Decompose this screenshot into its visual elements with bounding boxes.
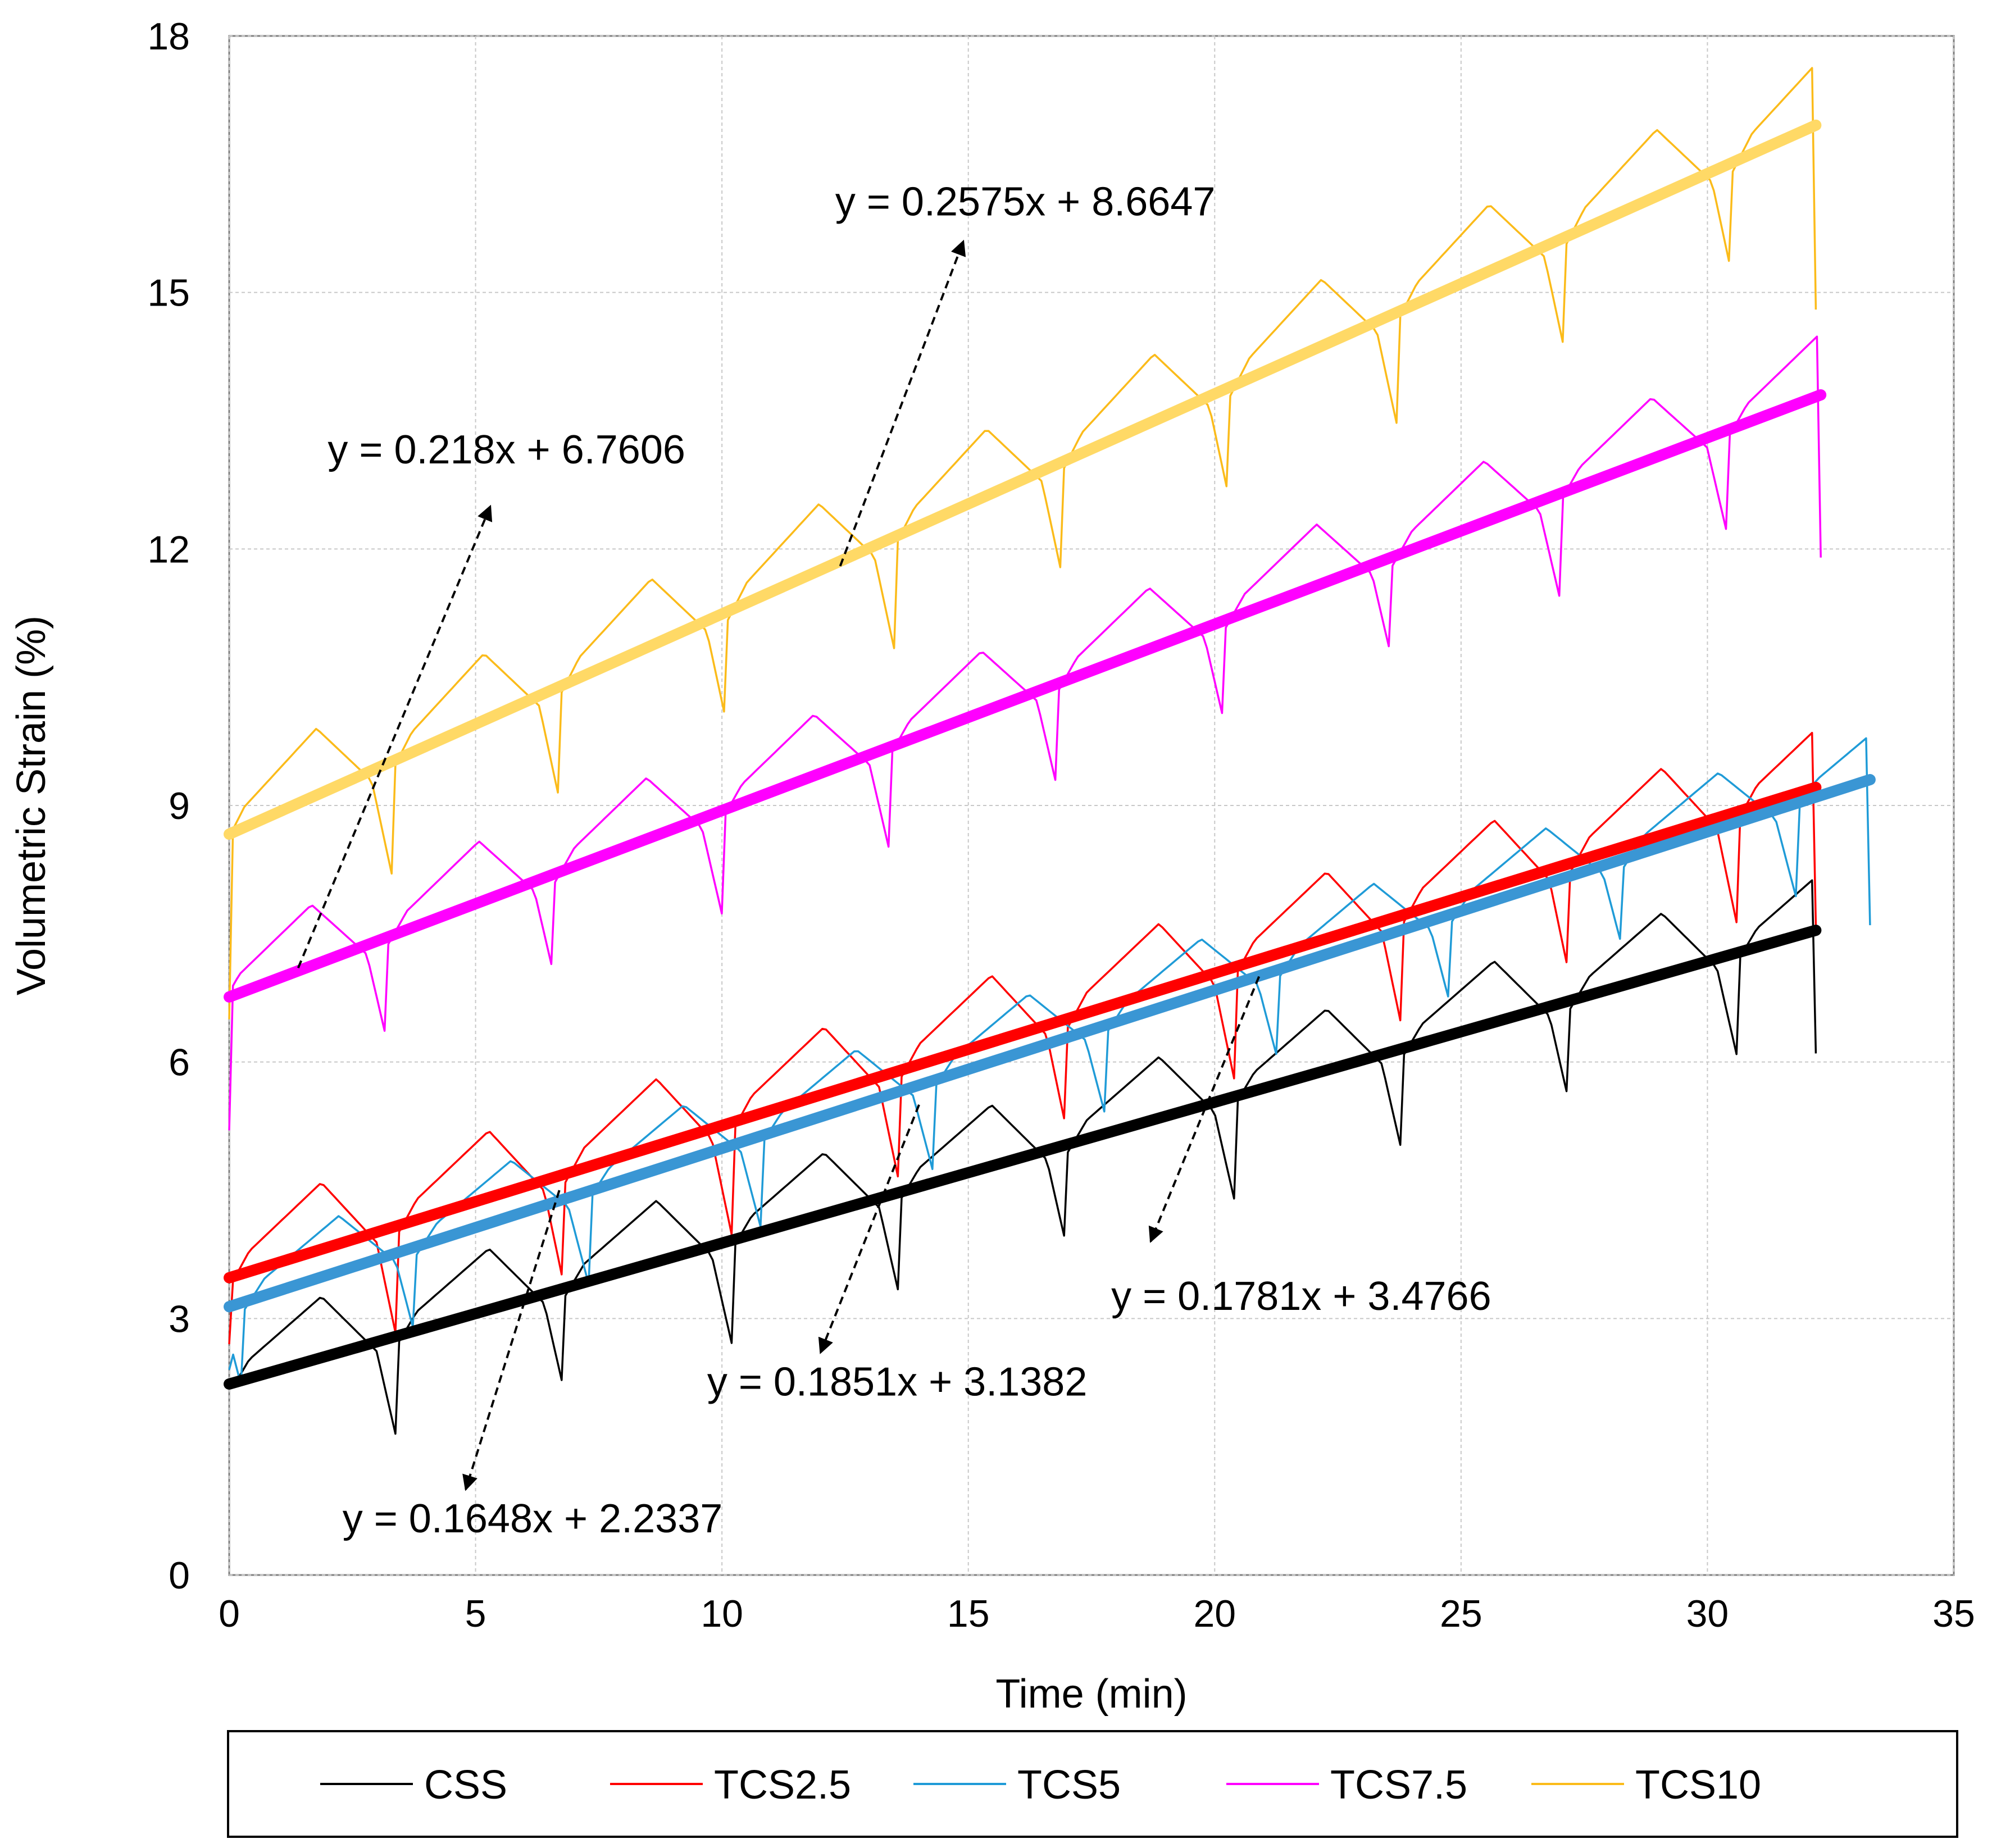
annotation-arrow-tcs10	[839, 239, 966, 567]
trend-lines	[224, 119, 1876, 1390]
y-tick-label-12: 12	[147, 528, 190, 571]
legend: CSS TCS2.5 TCS5 TCS7.5 TCS10	[227, 1730, 1958, 1838]
x-tick-label-0: 0	[219, 1592, 240, 1635]
legend-label-css: CSS	[424, 1763, 507, 1808]
x-tick-label-10: 10	[701, 1592, 743, 1635]
trendline-annotations: y = 0.218x + 6.7606 y = 0.2575x + 8.6647 y…	[297, 180, 1491, 1541]
legend-box	[227, 1730, 1958, 1838]
trendline-css	[224, 925, 1822, 1390]
annotation-label-tcs7-5: y = 0.218x + 6.7606	[328, 427, 685, 472]
x-tick-label-30: 30	[1686, 1592, 1729, 1635]
series-line-tcs2-5	[228, 731, 1817, 1345]
series-line-tcs10	[228, 67, 1817, 1019]
y-tick-label-6: 6	[169, 1041, 190, 1084]
x-tick-label-5: 5	[465, 1592, 486, 1635]
x-axis-title: Time (min)	[995, 1672, 1187, 1717]
trendline-tcs10	[224, 119, 1822, 840]
trendline-tcs5	[224, 774, 1876, 1313]
legend-label-tcs5: TCS5	[1017, 1763, 1121, 1808]
y-tick-label-0: 0	[169, 1554, 190, 1597]
trendline-tcs7-5	[224, 389, 1827, 1003]
annotation-label-tcs5: y = 0.1851x + 3.1382	[707, 1359, 1088, 1404]
y-tick-label-9: 9	[169, 785, 190, 827]
annotation-label-tcs10: y = 0.2575x + 8.6647	[835, 180, 1216, 225]
series-line-css	[228, 879, 1817, 1435]
x-tick-label-15: 15	[947, 1592, 990, 1635]
series-lines	[228, 67, 1871, 1435]
annotation-label-tcs2-5: y = 0.1781x + 3.4766	[1111, 1274, 1491, 1319]
legend-label-tcs2-5: TCS2.5	[714, 1763, 851, 1808]
x-tick-label-25: 25	[1440, 1592, 1482, 1635]
annotation-label-css: y = 0.1648x + 2.2337	[343, 1496, 723, 1541]
y-tick-label-18: 18	[147, 15, 190, 58]
annotation-arrow-tcs7-5	[297, 504, 493, 968]
axis-ticks: 0 5 10 15 20 25 30 35 0 3 6 9 12 15 18	[147, 15, 1975, 1635]
x-tick-label-35: 35	[1932, 1592, 1975, 1635]
legend-label-tcs10: TCS10	[1635, 1763, 1761, 1808]
y-axis-title: Volumetric Strain (%)	[9, 616, 54, 995]
y-tick-label-15: 15	[147, 272, 190, 315]
annotation-arrow-tcs2-5	[1148, 976, 1261, 1243]
annotation-arrow-tcs5	[818, 1104, 920, 1354]
legend-label-tcs7-5: TCS7.5	[1330, 1763, 1467, 1808]
trendline-tcs2-5	[224, 781, 1822, 1283]
annotation-arrow-css	[462, 1190, 561, 1491]
y-tick-label-3: 3	[169, 1298, 190, 1340]
grid-lines	[229, 35, 1954, 1576]
x-tick-label-20: 20	[1193, 1592, 1236, 1635]
